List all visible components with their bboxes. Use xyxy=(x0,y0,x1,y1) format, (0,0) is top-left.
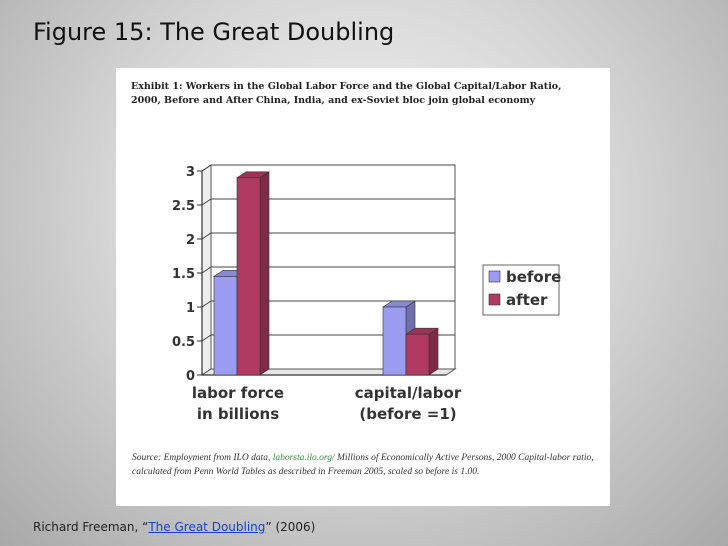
source-link: laborsta.ilo.org/ xyxy=(272,453,335,463)
attribution-prefix: Richard Freeman, “ xyxy=(33,520,149,534)
gridline-side xyxy=(201,164,212,172)
bar-side xyxy=(259,171,270,376)
legend-label-after: after xyxy=(506,291,548,309)
source-suffix: Millions of Economically Active Persons,… xyxy=(132,453,594,477)
x-category-labels: labor force in billions capital/labor (befo… xyxy=(192,384,462,423)
chart-legend: before after xyxy=(482,264,561,316)
y-tick-label: 1 xyxy=(186,301,195,316)
y-tick-label: 0.5 xyxy=(172,335,195,350)
x-category-label: (before =1) xyxy=(359,405,456,423)
y-tick-label: 0 xyxy=(186,369,195,384)
bar-front xyxy=(213,276,238,376)
y-tick-label: 1.5 xyxy=(172,267,195,282)
gridline-side xyxy=(201,198,212,206)
attribution-suffix: ” (2006) xyxy=(265,520,316,534)
gridline-side xyxy=(201,300,212,308)
exhibit-title: Exhibit 1: Workers in the Global Labor F… xyxy=(131,81,562,106)
bar-side xyxy=(428,327,439,376)
chart-bars xyxy=(213,171,439,376)
x-category-label: capital/labor xyxy=(355,384,462,402)
x-category-label: in billions xyxy=(197,405,279,423)
y-tick-label: 2.5 xyxy=(172,199,195,214)
legend-swatch-after xyxy=(488,293,501,306)
exhibit-figure: Exhibit 1: Workers in the Global Labor F… xyxy=(116,68,610,506)
legend-swatch-before xyxy=(488,270,501,283)
gridline-side xyxy=(201,334,212,342)
slide-title: Figure 15: The Great Doubling xyxy=(33,18,395,46)
source-note: Source: Employment from ILO data, labors… xyxy=(132,451,602,479)
bar-chart: 0 0.5 1 1.5 2 2.5 3 labor force in billions capi… xyxy=(172,164,561,423)
gridline-side xyxy=(201,232,212,240)
x-category-label: labor force xyxy=(192,384,284,402)
legend-label-before: before xyxy=(506,268,561,286)
bar-front xyxy=(382,306,407,376)
attribution: Richard Freeman, “The Great Doubling” (2… xyxy=(33,520,315,534)
great-doubling-link[interactable]: The Great Doubling xyxy=(148,520,266,534)
gridline-side xyxy=(201,266,212,274)
y-tick-label: 3 xyxy=(186,165,195,180)
y-tick-labels: 0 0.5 1 1.5 2 2.5 3 xyxy=(172,165,195,384)
bar-front xyxy=(405,333,430,376)
bar-after-1 xyxy=(236,171,270,376)
bar-front xyxy=(236,177,261,376)
source-prefix: Source: Employment from ILO data, xyxy=(132,453,273,463)
y-tick-label: 2 xyxy=(186,233,195,248)
bar-after-2 xyxy=(405,327,439,376)
